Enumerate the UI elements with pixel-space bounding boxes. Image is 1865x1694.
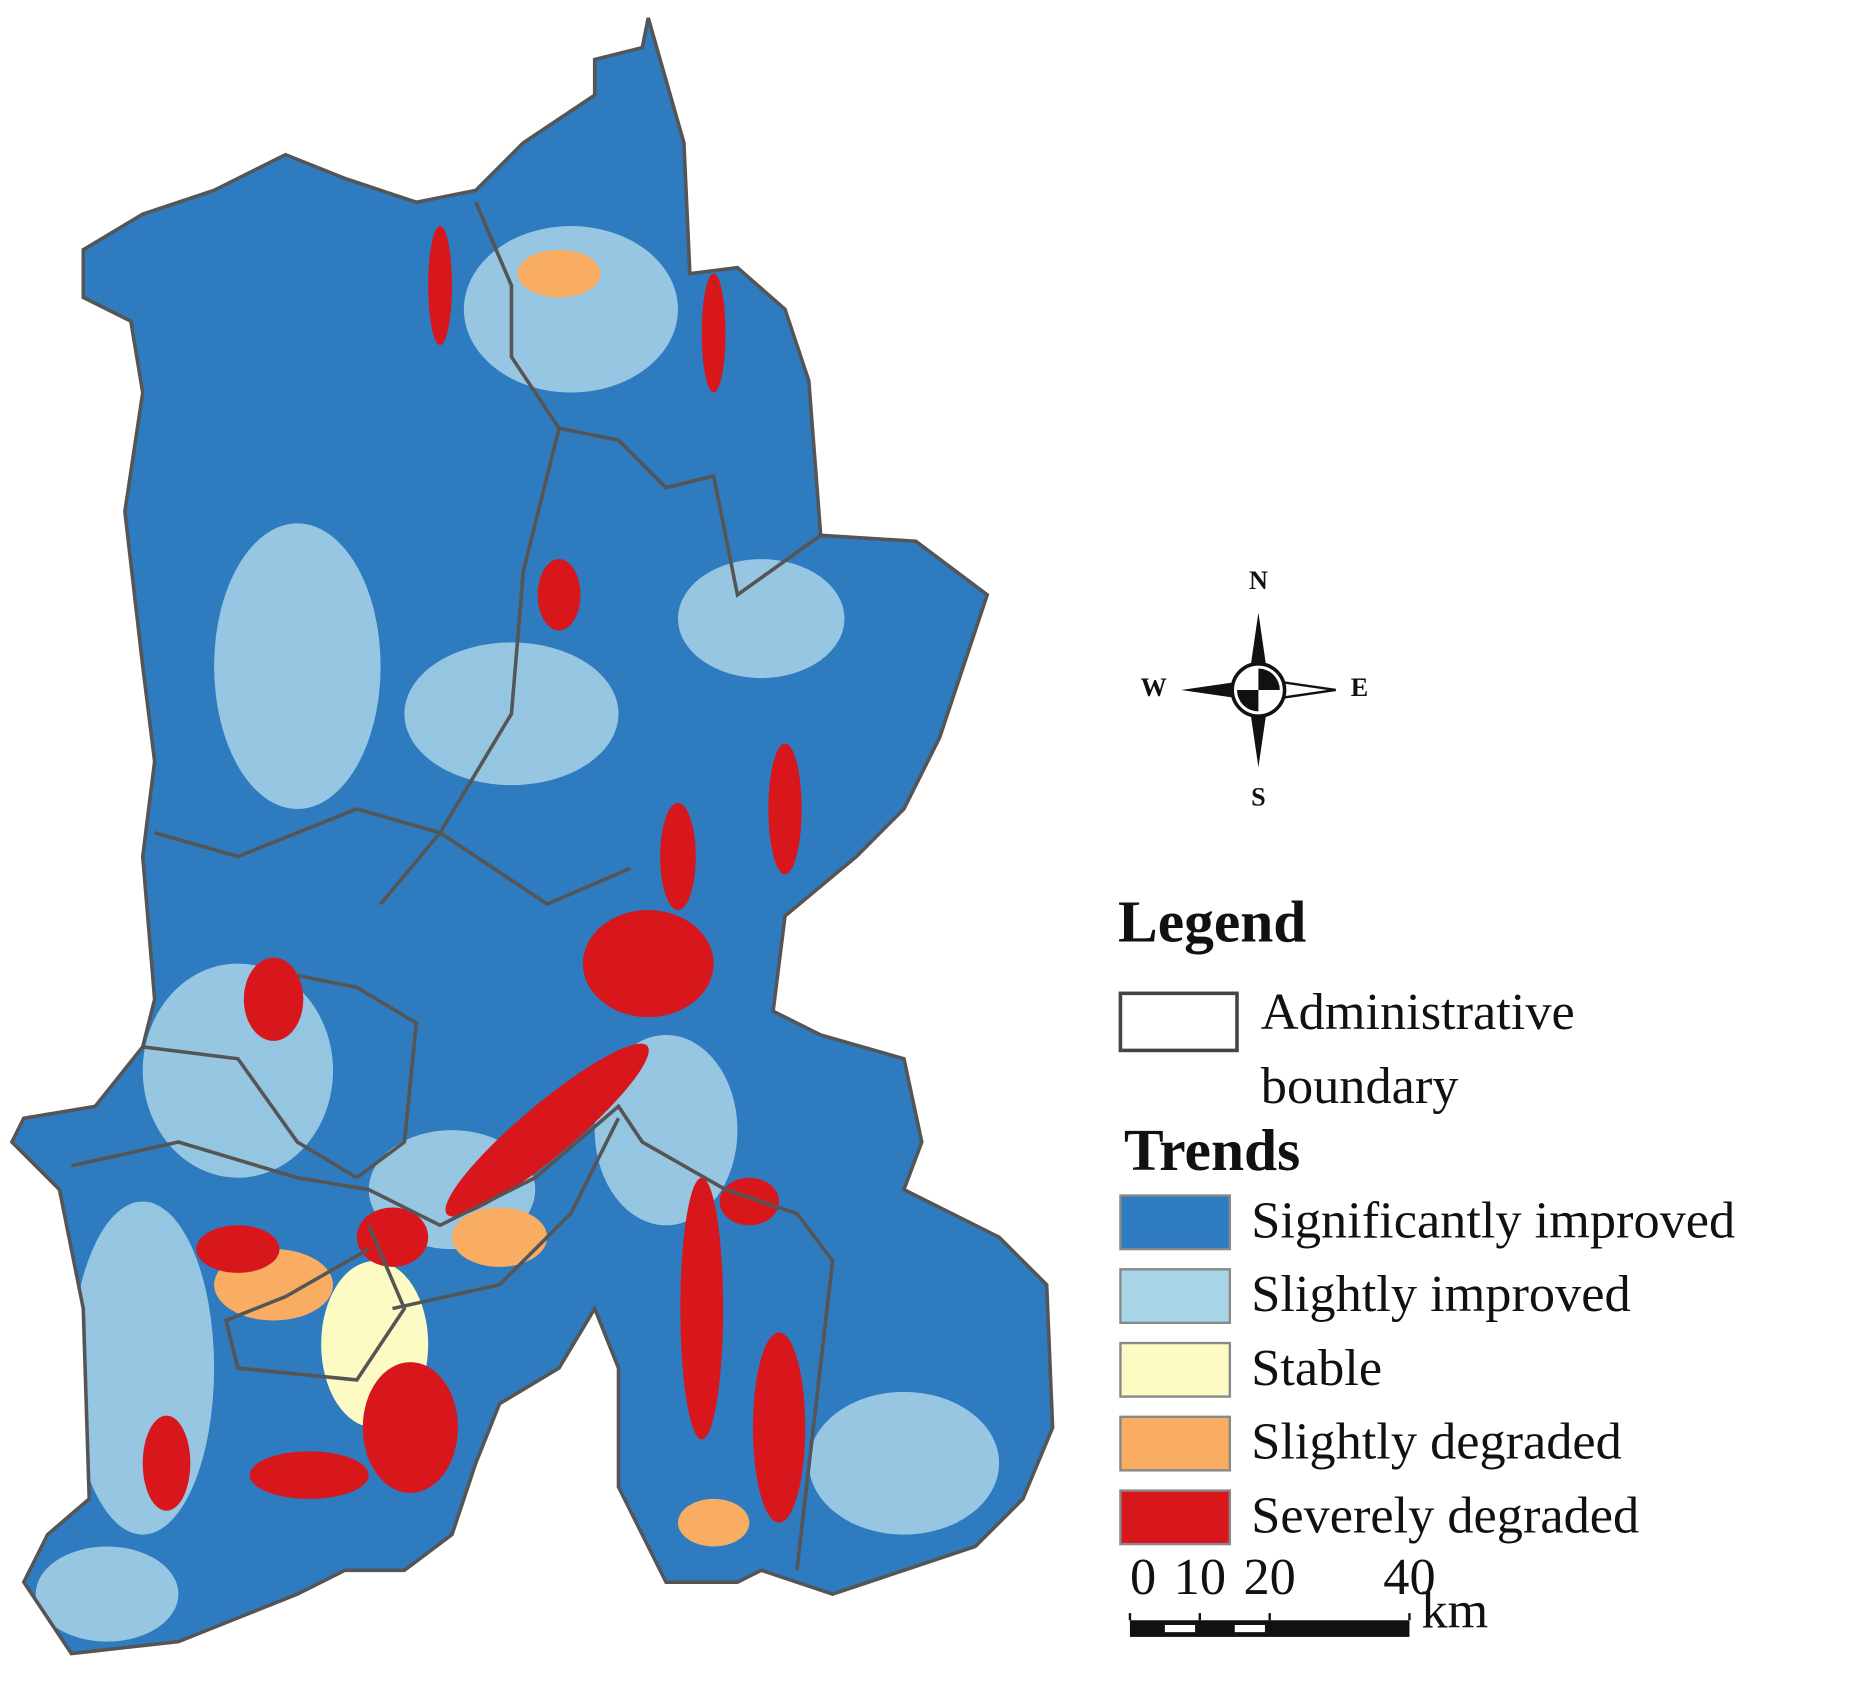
trend-label: Slightly improved	[1251, 1265, 1630, 1323]
trend-swatch	[1119, 1341, 1232, 1398]
scale-tick-label: 20	[1244, 1548, 1296, 1606]
trend-swatch	[1119, 1415, 1232, 1472]
scale-tick-label: 40	[1383, 1548, 1435, 1606]
scale-tick-label: 0	[1130, 1548, 1156, 1606]
trend-swatch	[1119, 1194, 1232, 1251]
scale-bar-segment	[1164, 1625, 1196, 1633]
admin-boundaries	[10, 16, 1055, 1656]
scale-bar-segment	[1234, 1625, 1265, 1633]
trends-title: Trends	[1124, 1117, 1300, 1183]
scale-unit: km	[1421, 1581, 1488, 1639]
trend-label: Stable	[1251, 1339, 1382, 1397]
trend-legend: Significantly improved Slightly improved S…	[1119, 1191, 1735, 1546]
trend-label: Significantly improved	[1251, 1191, 1735, 1249]
trend-label: Slightly degraded	[1251, 1413, 1622, 1471]
compass-south: S	[1251, 782, 1266, 811]
trend-label: Severely degraded	[1251, 1486, 1639, 1544]
compass-east: E	[1351, 673, 1368, 702]
compass-west: W	[1141, 673, 1167, 702]
legend-title: Legend	[1118, 889, 1306, 955]
compass-north: N	[1249, 566, 1268, 595]
compass: N S W E	[1141, 566, 1369, 812]
boundary-swatch	[1118, 991, 1239, 1053]
trend-swatch	[1119, 1268, 1232, 1325]
trend-swatch	[1119, 1489, 1232, 1546]
boundary-label: Administrative boundary	[1260, 982, 1575, 1115]
scale-tick-label: 10	[1174, 1548, 1226, 1606]
scale-bar-frame	[1129, 1620, 1410, 1637]
severely-degraded-patches	[142, 226, 806, 1523]
boundary-label-box: Administrative boundary	[1260, 982, 1575, 1115]
